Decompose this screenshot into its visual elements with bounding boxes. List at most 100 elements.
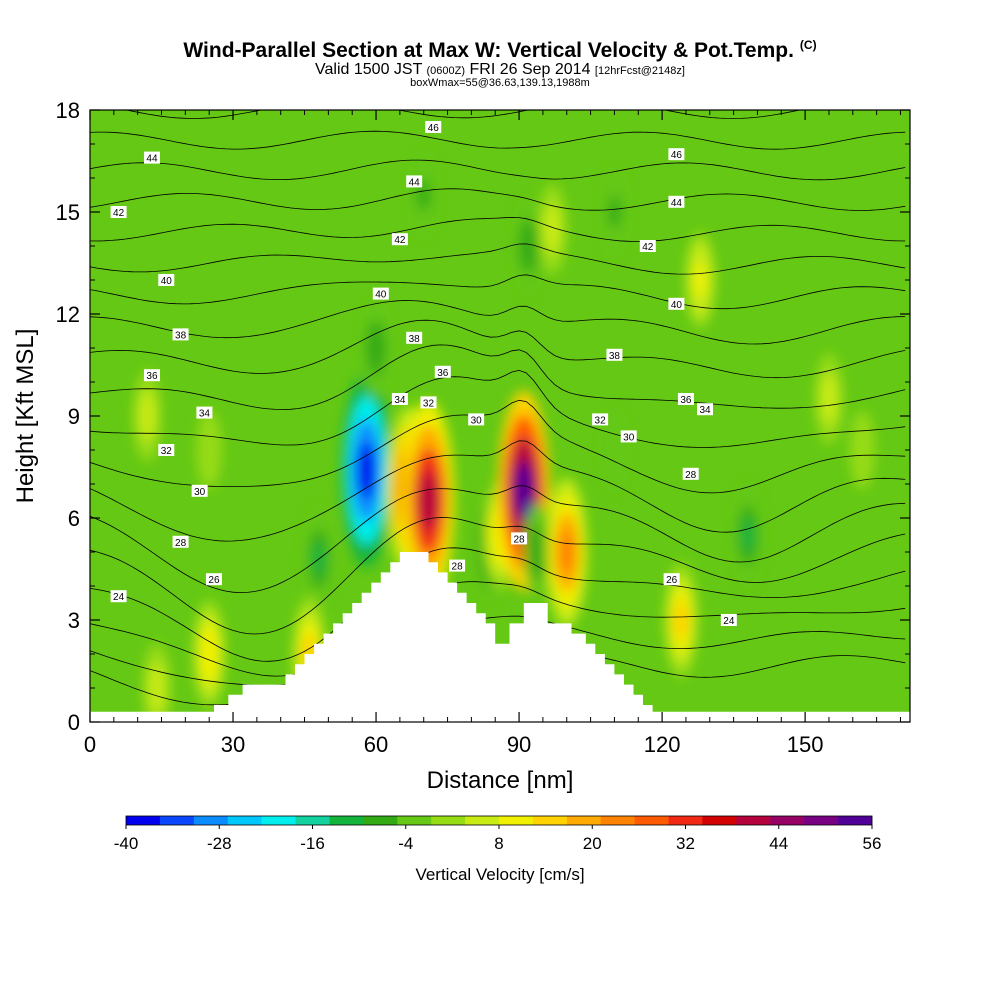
velocity-cell bbox=[741, 517, 755, 553]
valid-date: FRI 26 Sep 2014 bbox=[469, 61, 591, 78]
colorbar-swatch bbox=[431, 816, 466, 825]
theta-contour-line bbox=[90, 547, 906, 662]
contour-label-text: 26 bbox=[208, 575, 220, 586]
velocity-cell bbox=[608, 434, 621, 466]
contour-label: 28 bbox=[172, 535, 189, 549]
contour-label-text: 28 bbox=[685, 470, 697, 481]
terrain bbox=[90, 552, 910, 722]
theta-contour-line bbox=[90, 216, 906, 242]
contour-label-text: 36 bbox=[680, 395, 692, 406]
colorbar-tick-label: 56 bbox=[863, 834, 882, 853]
colorbar-swatch bbox=[499, 816, 534, 825]
contour-label: 26 bbox=[205, 573, 222, 586]
theta-contour-line bbox=[90, 615, 906, 686]
colorbar-swatch bbox=[634, 816, 669, 825]
forecast-info: [12hrFcst@2148z] bbox=[594, 65, 685, 77]
valid-zulu: (0600Z) bbox=[426, 65, 466, 77]
theta-contour-line bbox=[90, 485, 906, 594]
colorbar-tick-label: 20 bbox=[583, 834, 602, 853]
colorbar: -40 -28 -16 -4 8 20 32 44 56 bbox=[114, 815, 882, 853]
contour-label-text: 36 bbox=[437, 368, 449, 379]
y-tick-label: 18 bbox=[56, 98, 80, 123]
contour-label: 34 bbox=[391, 393, 408, 406]
velocity-cell bbox=[357, 441, 376, 500]
theta-contour-line bbox=[90, 517, 906, 635]
colorbar-tick-label: -4 bbox=[398, 834, 413, 853]
velocity-cell bbox=[531, 535, 545, 569]
contour-label: 38 bbox=[606, 348, 623, 362]
y-tick-label: 12 bbox=[56, 302, 80, 327]
x-tick-label: 60 bbox=[364, 732, 388, 757]
contour-label-text: 38 bbox=[409, 334, 421, 345]
contour-label-text: 34 bbox=[394, 395, 406, 406]
contour-label: 24 bbox=[720, 614, 737, 627]
velocity-cell bbox=[369, 331, 383, 365]
velocity-cell bbox=[202, 635, 217, 673]
contour-label-text: 34 bbox=[699, 405, 711, 416]
contour-label-text: 32 bbox=[161, 446, 173, 457]
contour-label-text: 42 bbox=[642, 242, 654, 253]
contour-label-text: 26 bbox=[666, 575, 678, 586]
colorbar-swatch bbox=[159, 816, 195, 825]
theta-contour-line bbox=[90, 71, 905, 88]
colorbar-swatch bbox=[566, 816, 602, 825]
theta-contour-line bbox=[90, 40, 905, 57]
contour-label: 30 bbox=[620, 430, 637, 443]
velocity-cell bbox=[514, 461, 534, 521]
colorbar-swatch bbox=[295, 816, 330, 825]
contour-label: 42 bbox=[639, 240, 656, 253]
contour-label: 44 bbox=[143, 151, 160, 165]
contour-label-text: 28 bbox=[514, 534, 526, 545]
velocity-cell bbox=[856, 435, 869, 465]
theta-contour-line bbox=[90, 399, 906, 494]
colorbar-swatch bbox=[804, 816, 839, 825]
colorbar-tick-label: -40 bbox=[114, 834, 139, 853]
velocity-cell bbox=[203, 435, 216, 465]
contour-label: 34 bbox=[196, 406, 213, 420]
y-tick-label: 0 bbox=[68, 710, 80, 735]
theta-contour-line bbox=[124, 110, 803, 119]
contour-label: 30 bbox=[191, 484, 208, 498]
contour-label: 38 bbox=[172, 328, 189, 341]
colorbar-swatch bbox=[600, 816, 635, 825]
colorbar-tick-label: 32 bbox=[676, 834, 695, 853]
colorbar-swatch bbox=[227, 816, 262, 825]
x-tick-label: 90 bbox=[507, 732, 531, 757]
contour-label: 42 bbox=[110, 206, 127, 219]
contour-label: 40 bbox=[372, 287, 389, 301]
x-tick-label: 120 bbox=[644, 732, 681, 757]
y-tick-label: 15 bbox=[56, 200, 80, 225]
contour-label-text: 28 bbox=[175, 538, 187, 549]
colorbar-swatch bbox=[736, 816, 771, 825]
contour-label-text: 24 bbox=[113, 592, 125, 603]
copyright-mark: (C) bbox=[799, 38, 817, 52]
chart-title: Wind-Parallel Section at Max W: Vertical… bbox=[0, 38, 1000, 63]
contour-label-text: 40 bbox=[161, 276, 173, 287]
contour-label: 26 bbox=[663, 573, 680, 586]
contour-label-text: 44 bbox=[146, 154, 158, 165]
contour-labels: 24 26 28 30 32 34 36 38 40 42 44 34 32 36 38 40 42 44 46 30… bbox=[110, 121, 737, 627]
contour-label: 44 bbox=[668, 195, 685, 209]
contour-label: 42 bbox=[391, 233, 408, 246]
theta-contour-line bbox=[90, 130, 906, 150]
contour-label-text: 30 bbox=[623, 432, 635, 443]
terrain-layer bbox=[90, 552, 910, 722]
contour-label-text: 40 bbox=[375, 290, 387, 301]
theta-contour-line bbox=[90, 440, 906, 542]
contour-label: 46 bbox=[425, 121, 442, 134]
contour-label-text: 32 bbox=[423, 398, 435, 409]
velocity-cell bbox=[140, 400, 154, 432]
colorbar-swatch bbox=[838, 816, 873, 825]
theta-contour-line bbox=[90, 581, 906, 677]
velocity-cell bbox=[545, 213, 559, 245]
contour-label-text: 34 bbox=[199, 409, 211, 420]
vertical-velocity-field bbox=[90, 110, 910, 722]
velocity-cell bbox=[693, 263, 707, 297]
contour-label-text: 38 bbox=[609, 351, 621, 362]
contour-label: 40 bbox=[158, 274, 175, 287]
theta-contour-line bbox=[90, 319, 906, 379]
colorbar-tick-label: 44 bbox=[769, 834, 788, 853]
colorbar-swatch bbox=[397, 816, 432, 825]
